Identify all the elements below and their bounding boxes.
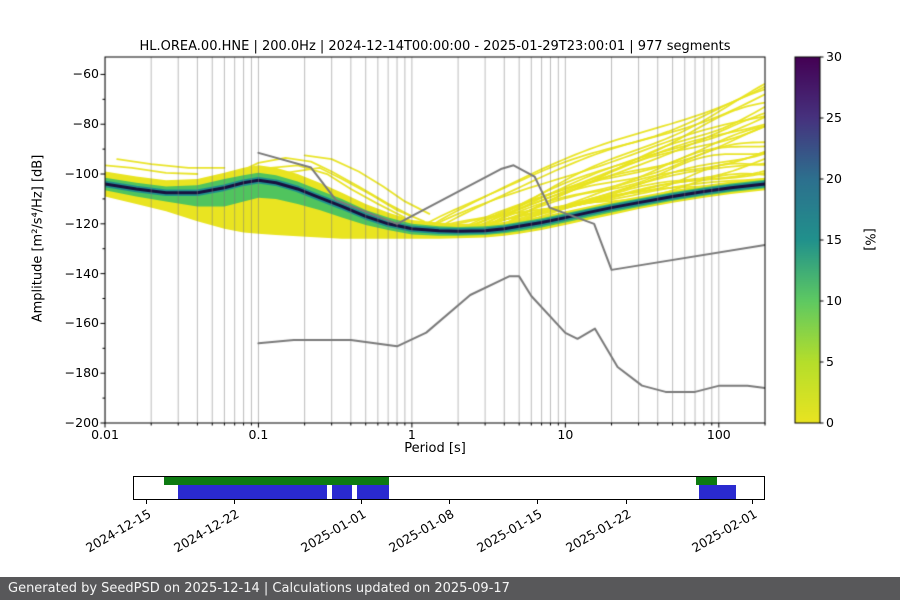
x-tick-label: 1 (407, 427, 416, 442)
colorbar-tick-label: 5 (826, 354, 834, 369)
timeline-tick (360, 500, 362, 504)
footer-status-bar: Generated by SeedPSD on 2025-12-14 | Cal… (0, 577, 900, 600)
timeline-tick (234, 500, 236, 504)
y-tick-label: −200 (64, 415, 99, 430)
colorbar-tick-label: 20 (826, 171, 842, 186)
plot-title: HL.OREA.00.HNE | 200.0Hz | 2024-12-14T00… (139, 39, 731, 54)
timeline-blue-segment (331, 485, 353, 499)
footer-text: Generated by SeedPSD on 2025-12-14 | Cal… (8, 581, 510, 596)
timeline-blue-segment (178, 485, 328, 499)
timeline-tick (625, 500, 627, 504)
y-axis-label: Amplitude [m²/s⁴/Hz] [dB] (30, 154, 46, 323)
y-tick-label: −60 (72, 66, 99, 82)
y-tick-label: −120 (64, 215, 99, 231)
x-tick-label: 0.1 (248, 427, 269, 442)
colorbar-tick-label: 25 (826, 110, 842, 125)
timeline-tick (537, 500, 539, 504)
timeline-tick (145, 500, 147, 504)
colorbar-tick-label: 30 (826, 49, 842, 64)
y-tick-label: −140 (64, 265, 99, 281)
timeline-blue-segment (699, 485, 737, 499)
colorbar-tick-label: 10 (826, 293, 842, 308)
colorbar-label: [%] (861, 228, 877, 251)
timeline-tick (752, 500, 754, 504)
x-tick-label: 10 (557, 427, 574, 442)
colorbar-tick-label: 0 (826, 415, 834, 430)
timeline-blue-segment (357, 485, 390, 499)
timeline-tick (449, 500, 450, 504)
y-tick-label: −160 (64, 315, 99, 331)
x-tick-label: 0.01 (91, 427, 119, 442)
y-tick-label: −100 (64, 166, 99, 182)
y-tick-label: −180 (64, 365, 99, 381)
timeline-green-segment (164, 477, 390, 485)
x-axis-label: Period [s] (404, 441, 466, 456)
timeline-green-segment (695, 477, 718, 485)
colorbar-tick-label: 15 (826, 232, 842, 247)
y-tick-label: −80 (72, 116, 99, 132)
x-tick-label: 100 (706, 427, 731, 442)
timeline-availability-bar (133, 476, 765, 500)
